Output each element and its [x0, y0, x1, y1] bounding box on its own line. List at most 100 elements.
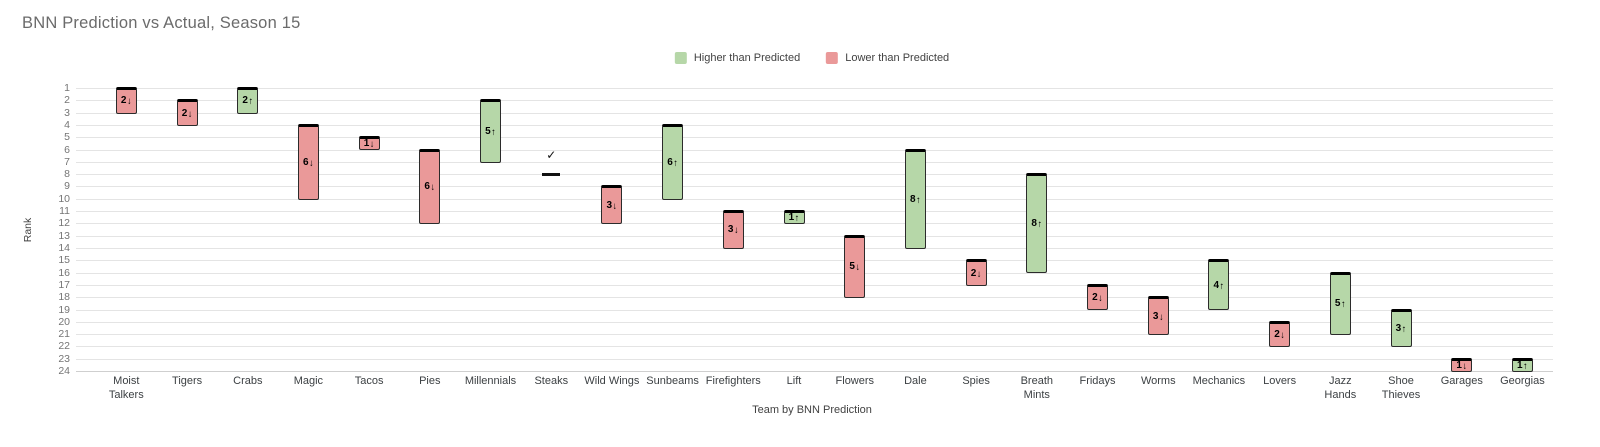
bar-breath-mints[interactable]: 8↑ — [1026, 173, 1048, 274]
bar-magic[interactable]: 6↓ — [297, 123, 319, 200]
bar-shoe-thieves[interactable]: 3↑ — [1390, 308, 1412, 348]
arrow-down-icon: ↓ — [369, 139, 375, 151]
x-tick-label-millennials: Millennials — [464, 375, 517, 387]
y-tick-label: 18 — [58, 291, 70, 304]
bar-dale[interactable]: 8↑ — [904, 148, 926, 249]
y-tick-label: 2 — [64, 94, 70, 107]
arrow-down-icon: ↓ — [1462, 360, 1468, 372]
x-tick-label-spies: Spies — [962, 375, 990, 387]
x-tick-label-steaks: Steaks — [534, 375, 569, 387]
arrow-down-icon: ↓ — [855, 262, 861, 274]
bar-change-label: 3↓ — [606, 199, 618, 212]
gridline — [76, 235, 1553, 237]
x-tick-label-flowers: Flowers — [835, 375, 875, 387]
y-tick-label: 3 — [64, 106, 70, 119]
legend-label-lower: Lower than Predicted — [845, 52, 950, 64]
gridline — [76, 112, 1553, 114]
bar-fridays[interactable]: 2↓ — [1087, 283, 1108, 311]
bar-change-label: 3↓ — [1152, 310, 1164, 323]
arrow-up-icon: ↑ — [673, 157, 678, 169]
bar-change-label: 6↓ — [302, 156, 314, 169]
gridline — [76, 100, 1553, 102]
gridline — [76, 124, 1553, 126]
x-tick-label-mechanics: Mechanics — [1192, 375, 1246, 387]
gridline — [76, 198, 1553, 200]
y-tick-label: 15 — [58, 254, 70, 267]
check-icon[interactable]: ✓ — [546, 148, 557, 163]
arrow-down-icon: ↓ — [1158, 311, 1164, 323]
x-tick-label-tigers: Tigers — [172, 375, 203, 387]
y-tick-label: 21 — [58, 328, 70, 341]
y-tick-label: 12 — [58, 217, 70, 230]
arrow-up-icon: ↑ — [1401, 323, 1407, 335]
x-tick-label-georgias: Georgias — [1500, 375, 1545, 387]
bar-change-label: 4↑ — [1213, 279, 1225, 292]
arrow-down-icon: ↓ — [126, 96, 132, 108]
x-tick-label-worms: Worms — [1140, 375, 1176, 387]
bar-change-label: 8↑ — [909, 193, 921, 206]
bar-change-label: 2↓ — [120, 95, 132, 108]
x-tick-label-shoe-thieves: Shoe Thieves — [1381, 375, 1421, 401]
x-tick-label-jazz-hands: Jazz Hands — [1324, 375, 1357, 401]
y-tick-label: 9 — [64, 180, 70, 193]
bar-tigers[interactable]: 2↓ — [176, 99, 198, 126]
gridline — [76, 174, 1553, 176]
gridline — [76, 186, 1553, 188]
x-tick-label-sunbeams: Sunbeams — [646, 375, 699, 387]
bar-firefighters[interactable]: 3↓ — [722, 210, 744, 249]
arrow-down-icon: ↓ — [1280, 330, 1285, 342]
bar-change-label: 3↑ — [1395, 322, 1407, 335]
gridline — [76, 161, 1553, 163]
bar-moist-talkers[interactable]: 2↓ — [115, 87, 137, 114]
y-tick-label: 11 — [59, 205, 70, 217]
y-tick-label: 1 — [64, 82, 70, 94]
gridline — [76, 211, 1553, 212]
bar-millennials[interactable]: 5↑ — [480, 99, 501, 163]
bar-garages[interactable]: 1↓ — [1451, 357, 1473, 372]
x-tick-label-magic: Magic — [293, 375, 324, 387]
bar-georgias[interactable]: 1↑ — [1511, 357, 1533, 372]
bar-change-label: 8↑ — [1031, 218, 1043, 231]
bar-lovers[interactable]: 2↓ — [1269, 320, 1291, 348]
bar-change-label: 5↑ — [1334, 298, 1346, 311]
bar-wild-wings[interactable]: 3↓ — [601, 185, 623, 225]
bar-worms[interactable]: 3↓ — [1147, 296, 1169, 336]
gridline — [76, 284, 1553, 286]
x-tick-label-fridays: Fridays — [1079, 375, 1116, 387]
y-tick-label: 14 — [58, 242, 70, 254]
y-tick-label: 6 — [64, 143, 70, 156]
x-axis-title: Team by BNN Prediction — [752, 404, 872, 416]
x-tick-label-firefighters: Firefighters — [705, 375, 761, 387]
x-tick-label-crabs: Crabs — [233, 375, 263, 387]
y-tick-label: 4 — [64, 118, 70, 131]
arrow-down-icon: ↓ — [1098, 293, 1103, 305]
bar-mechanics[interactable]: 4↑ — [1208, 259, 1230, 311]
bar-jazz-hands[interactable]: 5↑ — [1329, 271, 1351, 336]
gridline — [76, 137, 1553, 139]
y-tick-label: 10 — [58, 192, 70, 205]
bar-sunbeams[interactable]: 6↑ — [662, 123, 684, 200]
bar-pies[interactable]: 6↓ — [419, 148, 441, 225]
gridline — [76, 260, 1553, 262]
gridline — [76, 309, 1553, 311]
arrow-down-icon: ↓ — [976, 268, 982, 280]
gridline — [76, 346, 1553, 348]
legend-item-lower: Lower than Predicted — [826, 52, 949, 64]
bar-change-label: 3↓ — [727, 224, 739, 237]
bar-change-label: 2↓ — [1092, 292, 1103, 305]
legend-swatch-lower-icon — [826, 52, 839, 64]
arrow-up-icon: ↑ — [794, 213, 800, 225]
bar-flowers[interactable]: 5↓ — [844, 234, 866, 299]
arrow-up-icon: ↑ — [1340, 299, 1346, 311]
exact-prediction-dash[interactable] — [542, 172, 561, 177]
legend-label-higher: Higher than Predicted — [693, 52, 801, 64]
arrow-up-icon: ↑ — [1219, 280, 1225, 292]
y-tick-label: 23 — [58, 352, 70, 365]
bar-lift[interactable]: 1↑ — [783, 210, 805, 225]
bar-crabs[interactable]: 2↑ — [237, 87, 259, 114]
gridline — [76, 334, 1553, 336]
y-tick-label: 22 — [58, 340, 70, 353]
bar-spies[interactable]: 2↓ — [965, 259, 987, 286]
bar-tacos[interactable]: 1↓ — [358, 136, 380, 151]
